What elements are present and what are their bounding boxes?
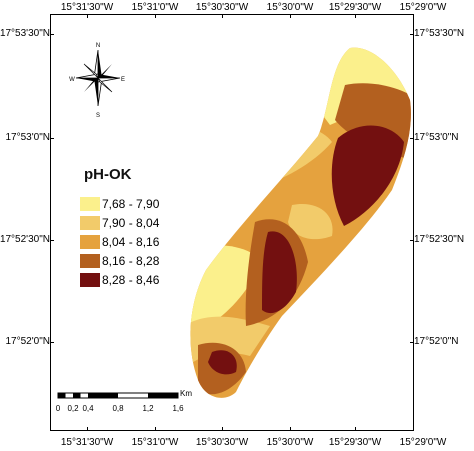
graticule-tick (290, 427, 291, 431)
legend-item: 7,68 - 7,90 (80, 195, 159, 213)
legend-label: 8,04 - 8,16 (102, 235, 160, 249)
graticule-tick (155, 427, 156, 431)
east-label: E (121, 77, 125, 83)
left-coord-label: 17°53'0"N (5, 132, 51, 143)
top-coord-label: 15°30'30"W (195, 2, 249, 13)
right-coord-label: 17°53'30"N (414, 28, 465, 39)
north-label: N (96, 43, 100, 49)
scale-label: 0,2 (67, 404, 79, 413)
scale-label: 1,6 (172, 404, 184, 413)
graticule-tick (410, 342, 414, 343)
graticule-tick (50, 240, 54, 241)
graticule-tick (50, 34, 54, 35)
left-coord-label: 17°52'30"N (0, 234, 50, 245)
ph-class-7-90-8-04-area (288, 203, 333, 240)
graticule-tick (222, 427, 223, 431)
bottom-coord-label: 15°30'0"W (266, 437, 314, 448)
graticule-tick (355, 427, 356, 431)
legend-item: 8,28 - 8,46 (80, 271, 159, 289)
right-coord-label: 17°52'30"N (414, 234, 465, 245)
graticule-tick (50, 138, 54, 139)
left-coord-label: 17°53'30"N (0, 28, 50, 39)
legend-item: 8,16 - 8,28 (80, 252, 159, 270)
ph-class-8-28-8-46-area (331, 125, 404, 226)
graticule-tick (155, 14, 156, 18)
legend-item: 7,90 - 8,04 (80, 214, 159, 232)
graticule-tick (222, 14, 223, 18)
graticule-tick (50, 342, 54, 343)
legend-label: 7,90 - 8,04 (102, 216, 160, 230)
legend-label: 8,28 - 8,46 (102, 273, 160, 287)
bottom-coord-label: 15°30'30"W (195, 437, 249, 448)
left-coord-label: 17°52'0"N (5, 336, 51, 347)
west-label: W (69, 77, 75, 83)
bottom-coord-label: 15°31'0"W (131, 437, 179, 448)
legend-swatch (80, 235, 100, 249)
legend-label: 8,16 - 8,28 (102, 254, 160, 268)
ph-class-8-28-8-46-area (208, 350, 237, 375)
bottom-coord-label: 15°31'30"W (60, 437, 114, 448)
map-frame (50, 14, 414, 431)
scale-unit: Km (180, 389, 192, 398)
scale-bar (57, 392, 179, 399)
top-coord-label: 15°29'30"W (328, 2, 382, 13)
graticule-tick (87, 427, 88, 431)
legend-swatch (80, 216, 100, 230)
scale-label: 0 (55, 404, 61, 413)
scale-label: 1,2 (142, 404, 154, 413)
legend-swatch (80, 273, 100, 287)
legend-label: 7,68 - 7,90 (102, 197, 160, 211)
right-coord-label: 17°52'0"N (414, 336, 459, 347)
graticule-tick (410, 34, 414, 35)
graticule-tick (355, 14, 356, 18)
top-coord-label: 15°30'0"W (266, 2, 314, 13)
legend-swatch (80, 197, 100, 211)
legend-swatch (80, 254, 100, 268)
graticule-tick (410, 138, 414, 139)
ph-class-8-28-8-46-area (262, 231, 297, 314)
north-arrow-icon: N S E W (69, 43, 125, 118)
graticule-tick (87, 14, 88, 18)
right-coord-label: 17°53'0"N (414, 132, 459, 143)
top-coord-label: 15°31'0"W (131, 2, 179, 13)
legend-title: pH-OK (84, 166, 132, 183)
legend-item: 8,04 - 8,16 (80, 233, 159, 251)
graticule-tick (290, 14, 291, 18)
top-coord-label: 15°29'0"W (399, 2, 447, 13)
scale-label: 0,4 (82, 404, 94, 413)
bottom-coord-label: 15°29'0"W (399, 437, 447, 448)
bottom-coord-label: 15°29'30"W (328, 437, 382, 448)
south-label: S (96, 113, 100, 118)
graticule-tick (410, 240, 414, 241)
scale-label: 0,8 (112, 404, 124, 413)
top-coord-label: 15°31'30"W (60, 2, 114, 13)
